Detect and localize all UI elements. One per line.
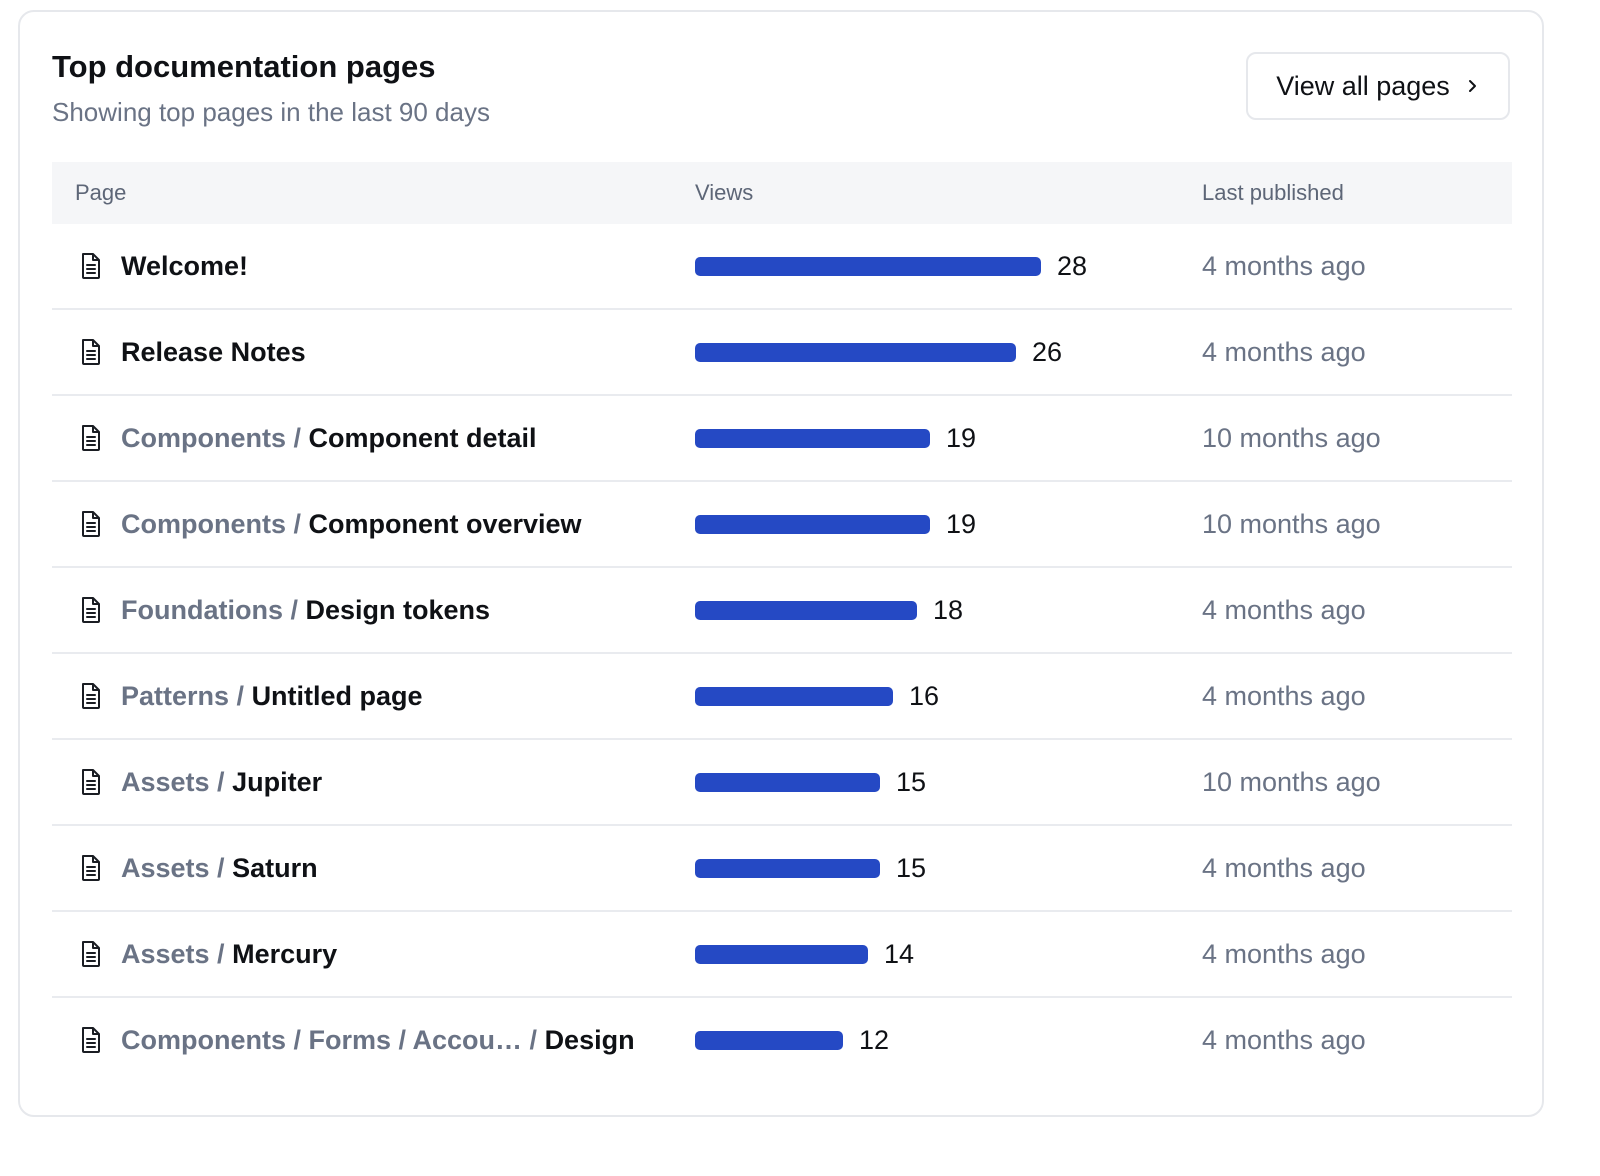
table-row[interactable]: Components / Forms / Accou… / Design 12 4 … xyxy=(52,998,1512,1084)
views-count: 26 xyxy=(1032,337,1063,367)
last-published: 4 months ago xyxy=(1202,595,1366,625)
table-row[interactable]: Assets / Mercury 14 4 months ago xyxy=(52,912,1512,998)
page-name[interactable]: Foundations / Design tokens xyxy=(121,594,490,626)
page-breadcrumb: Components / Forms / Accou… / xyxy=(121,1025,538,1055)
table-body: Welcome! 28 4 months ago Release Notes 26 4 m… xyxy=(52,224,1512,1084)
last-published: 4 months ago xyxy=(1202,337,1366,367)
page-breadcrumb: Foundations / xyxy=(121,595,298,625)
table-header: Page Views Last published xyxy=(52,162,1512,224)
views-count: 19 xyxy=(946,509,977,539)
views-count: 19 xyxy=(946,423,977,453)
page-breadcrumb: Components / xyxy=(121,423,301,453)
document-icon xyxy=(82,339,100,365)
last-published: 4 months ago xyxy=(1202,251,1366,281)
page-title: Jupiter xyxy=(232,767,323,797)
page-name[interactable]: Assets / Mercury xyxy=(121,938,337,970)
pages-table: Page Views Last published Welcome! 28 4 mo… xyxy=(52,162,1512,1084)
page-title: Release Notes xyxy=(121,337,306,367)
views-bar xyxy=(695,773,880,792)
chevron-right-icon xyxy=(1468,80,1476,92)
views-bar xyxy=(695,429,930,448)
page-title: Component detail xyxy=(308,423,537,453)
last-published: 4 months ago xyxy=(1202,939,1366,969)
page-breadcrumb: Patterns / xyxy=(121,681,245,711)
table-row[interactable]: Components / Component detail 19 10 months… xyxy=(52,396,1512,482)
views-count: 16 xyxy=(909,681,940,711)
page-name[interactable]: Components / Forms / Accou… / Design xyxy=(121,1024,635,1056)
page-name[interactable]: Release Notes xyxy=(121,336,306,368)
views-count: 15 xyxy=(896,767,927,797)
last-published: 4 months ago xyxy=(1202,681,1366,711)
page-name[interactable]: Patterns / Untitled page xyxy=(121,680,423,712)
page-title: Welcome! xyxy=(121,251,249,281)
views-bar xyxy=(695,343,1016,362)
document-icon xyxy=(82,855,100,881)
document-icon xyxy=(82,1027,100,1053)
column-header-page: Page xyxy=(75,180,127,205)
last-published: 10 months ago xyxy=(1202,767,1381,797)
page-title: Component overview xyxy=(308,509,582,539)
page-breadcrumb: Components / xyxy=(121,509,301,539)
document-icon xyxy=(82,511,100,537)
document-icon xyxy=(82,683,100,709)
top-pages-card: Top documentation pages Showing top page… xyxy=(18,10,1544,1117)
page-title: Untitled page xyxy=(251,681,423,711)
views-bar xyxy=(695,859,880,878)
page-title: Mercury xyxy=(232,939,338,969)
page-name[interactable]: Assets / Jupiter xyxy=(121,766,322,798)
views-bar xyxy=(695,945,868,964)
page-breadcrumb: Assets / xyxy=(121,853,225,883)
page-breadcrumb: Assets / xyxy=(121,939,225,969)
table-row[interactable]: Assets / Jupiter 15 10 months ago xyxy=(52,740,1512,826)
view-all-label: View all pages xyxy=(1276,70,1450,101)
table-row[interactable]: Release Notes 26 4 months ago xyxy=(52,310,1512,396)
card-subtitle: Showing top pages in the last 90 days xyxy=(52,97,490,127)
views-bar xyxy=(695,687,893,706)
table-row[interactable]: Foundations / Design tokens 18 4 months ag… xyxy=(52,568,1512,654)
page-title: Design xyxy=(544,1025,635,1055)
last-published: 10 months ago xyxy=(1202,423,1381,453)
card-title: Top documentation pages xyxy=(52,49,436,84)
last-published: 4 months ago xyxy=(1202,853,1366,883)
document-icon xyxy=(82,597,100,623)
page-name[interactable]: Components / Component detail xyxy=(121,422,537,454)
column-header-last-published: Last published xyxy=(1202,180,1344,205)
views-bar xyxy=(695,601,917,620)
table-row[interactable]: Patterns / Untitled page 16 4 months ago xyxy=(52,654,1512,740)
table-row[interactable]: Components / Component overview 19 10 mont… xyxy=(52,482,1512,568)
table-row[interactable]: Assets / Saturn 15 4 months ago xyxy=(52,826,1512,912)
page-name[interactable]: Assets / Saturn xyxy=(121,852,318,884)
views-count: 18 xyxy=(933,595,964,625)
last-published: 10 months ago xyxy=(1202,509,1381,539)
views-count: 14 xyxy=(884,939,915,969)
document-icon xyxy=(82,253,100,279)
page-title: Design tokens xyxy=(305,595,491,625)
views-count: 28 xyxy=(1057,251,1088,281)
view-all-pages-button[interactable]: View all pages xyxy=(1246,52,1510,120)
views-count: 15 xyxy=(896,853,927,883)
document-icon xyxy=(82,425,100,451)
card-header: Top documentation pages Showing top page… xyxy=(52,48,1510,138)
page-breadcrumb: Assets / xyxy=(121,767,225,797)
page-title: Saturn xyxy=(232,853,318,883)
views-bar xyxy=(695,257,1041,276)
views-count: 12 xyxy=(859,1025,890,1055)
page-name[interactable]: Welcome! xyxy=(121,250,248,282)
views-bar xyxy=(695,1031,843,1050)
page-name[interactable]: Components / Component overview xyxy=(121,508,582,540)
column-header-views: Views xyxy=(695,180,754,205)
document-icon xyxy=(82,769,100,795)
views-bar xyxy=(695,515,930,534)
last-published: 4 months ago xyxy=(1202,1025,1366,1055)
document-icon xyxy=(82,941,100,967)
table-row[interactable]: Welcome! 28 4 months ago xyxy=(52,224,1512,310)
